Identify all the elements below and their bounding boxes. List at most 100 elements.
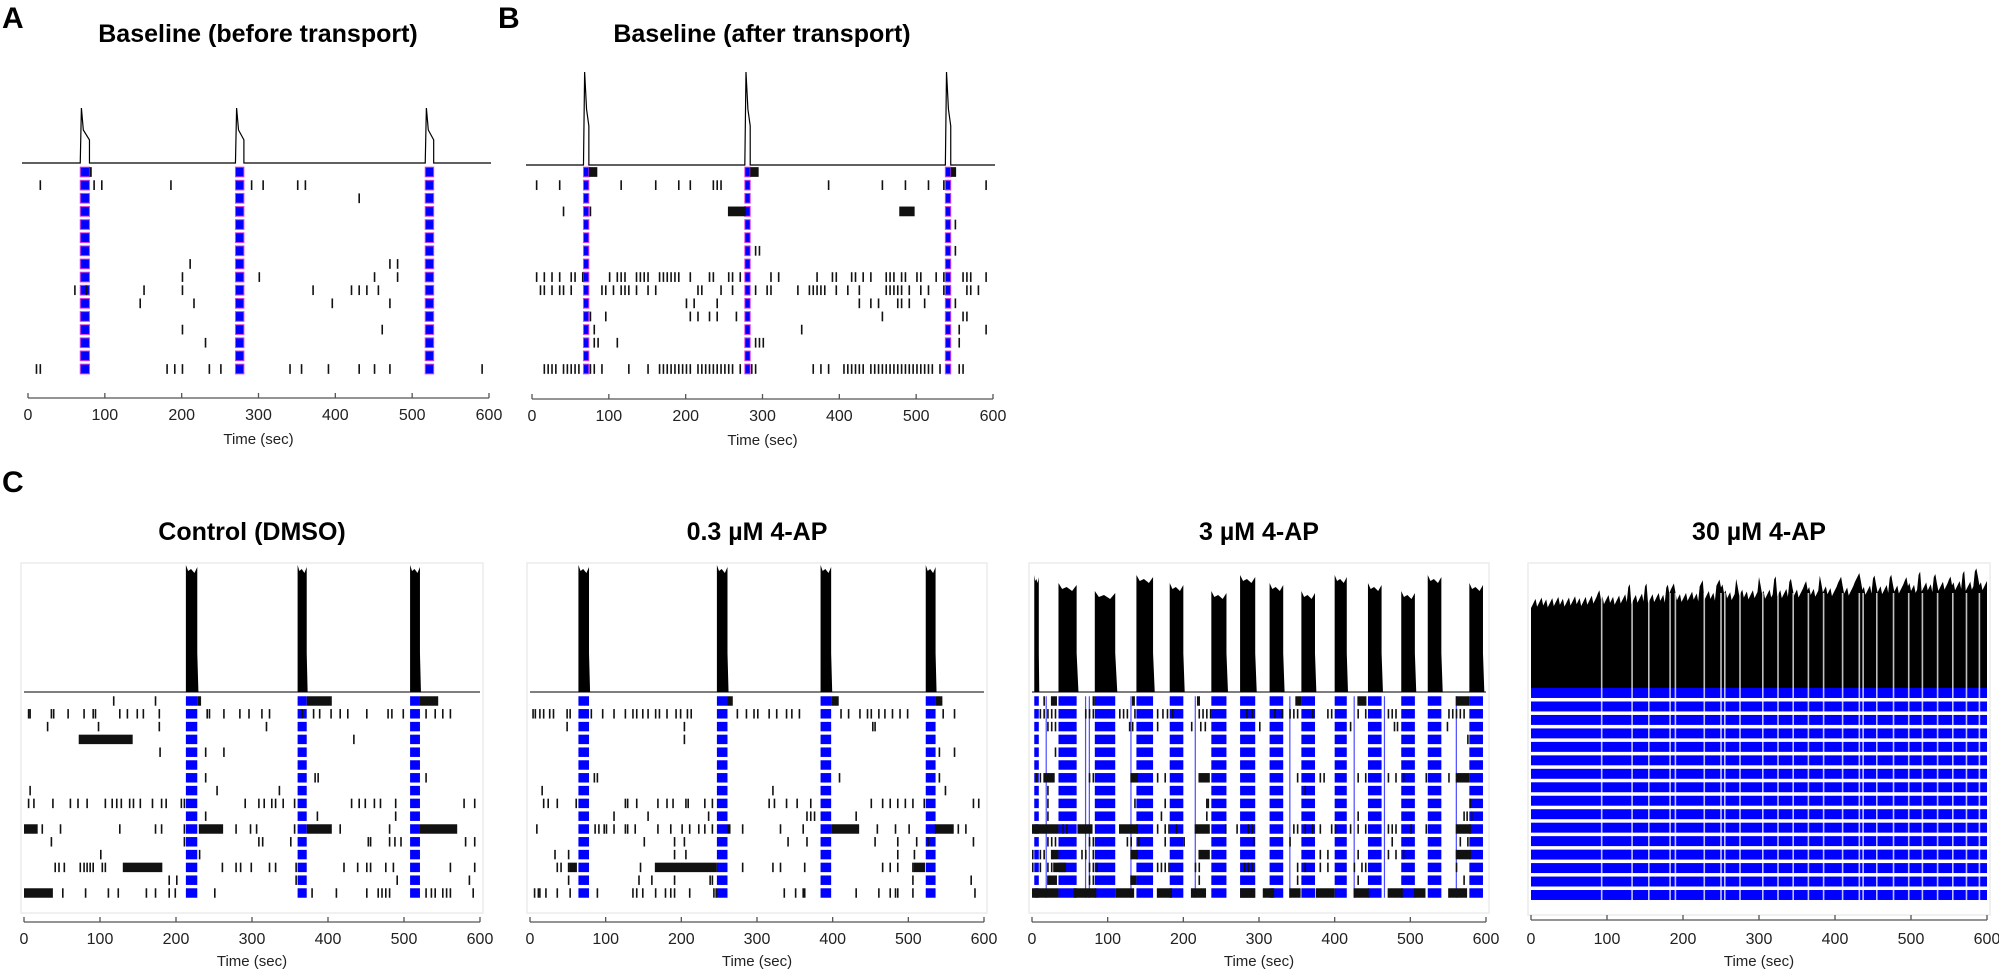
spike <box>558 285 561 296</box>
burst-block <box>1301 798 1315 809</box>
spike <box>647 285 649 296</box>
spike <box>1410 824 1412 834</box>
spike <box>735 311 738 322</box>
burst-block <box>1301 721 1315 732</box>
spike <box>1156 862 1159 873</box>
burst-block <box>1427 849 1442 860</box>
burst-block <box>944 166 952 178</box>
spike <box>1168 824 1170 834</box>
burst-block <box>185 773 198 783</box>
burst-block <box>578 798 590 809</box>
burst-block <box>1094 721 1116 732</box>
spike <box>566 709 568 719</box>
spike <box>896 298 899 309</box>
spike <box>1088 709 1091 719</box>
burst-block <box>1136 849 1154 860</box>
spike <box>689 180 692 190</box>
spike <box>658 272 661 282</box>
spike <box>877 364 880 374</box>
spike <box>647 709 649 719</box>
burst-block <box>1367 773 1382 783</box>
raster-plot-0: Baseline (before transport) 0 100 200 300 400… <box>22 20 502 448</box>
spike-train <box>1043 773 1055 783</box>
spike <box>953 747 956 757</box>
spike <box>1327 862 1329 873</box>
burst-block <box>1269 773 1284 783</box>
spike <box>1247 862 1250 873</box>
spike <box>159 747 161 757</box>
burst-trace <box>1034 575 1040 692</box>
burst-block <box>1334 811 1347 821</box>
spike-train <box>89 167 92 177</box>
spike <box>126 709 129 719</box>
spike <box>265 721 268 732</box>
spike <box>481 364 483 374</box>
spike <box>221 862 224 873</box>
spike <box>620 285 622 296</box>
burst-trace <box>1427 575 1443 692</box>
x-tick-label: 0 <box>528 408 537 425</box>
spike <box>878 888 880 898</box>
burst-trace <box>925 565 937 692</box>
burst-block <box>234 284 245 296</box>
spike <box>893 285 895 296</box>
spike <box>908 364 911 374</box>
spike <box>1357 811 1359 821</box>
spike <box>83 709 85 719</box>
spike <box>904 364 907 374</box>
spike <box>957 824 960 834</box>
spike <box>900 285 903 296</box>
burst-block <box>1211 721 1227 732</box>
spike <box>820 285 822 296</box>
burst-block <box>1427 747 1442 757</box>
burst-block <box>410 875 420 885</box>
spike <box>727 272 730 282</box>
spike <box>885 364 888 374</box>
burst-block <box>424 219 435 230</box>
burst-block <box>297 837 307 847</box>
spike <box>1463 709 1465 719</box>
spike <box>535 180 538 190</box>
x-tick-label: 600 <box>467 931 494 948</box>
burst-block <box>1531 849 1987 860</box>
spike <box>1364 862 1367 873</box>
plot-title: Baseline (after transport) <box>613 20 910 48</box>
spike-train <box>1448 888 1468 898</box>
spike <box>720 285 722 296</box>
burst-block <box>578 849 590 860</box>
spike <box>293 824 296 834</box>
spike <box>1319 773 1322 783</box>
burst-block <box>944 258 952 270</box>
burst-block <box>744 311 751 322</box>
burst-block <box>79 166 90 178</box>
spike <box>674 272 676 282</box>
spike <box>396 875 398 885</box>
spike <box>785 798 788 809</box>
spike <box>168 875 170 885</box>
burst-block <box>1136 734 1154 745</box>
spike <box>1130 837 1132 847</box>
burst-block <box>944 206 952 217</box>
spike <box>1357 709 1359 719</box>
x-tick-label: 200 <box>163 931 190 948</box>
spike-train <box>750 167 759 177</box>
spike <box>958 364 961 374</box>
x-tick-label: 200 <box>672 408 699 425</box>
burst-block <box>1334 734 1347 745</box>
spike <box>931 364 934 374</box>
burst-gap <box>1631 593 1633 900</box>
spike <box>878 709 880 719</box>
spike-train <box>1053 862 1067 873</box>
spike <box>870 364 872 374</box>
burst-block <box>1169 798 1184 809</box>
x-tick-label: 600 <box>1974 931 1999 948</box>
burst-block <box>1401 721 1415 732</box>
spike <box>654 888 657 898</box>
spike <box>827 180 830 190</box>
spike <box>379 798 382 809</box>
spike <box>449 888 452 898</box>
spike <box>808 285 811 296</box>
spike <box>181 272 184 282</box>
burst-block <box>1034 849 1039 860</box>
spike <box>204 747 207 757</box>
